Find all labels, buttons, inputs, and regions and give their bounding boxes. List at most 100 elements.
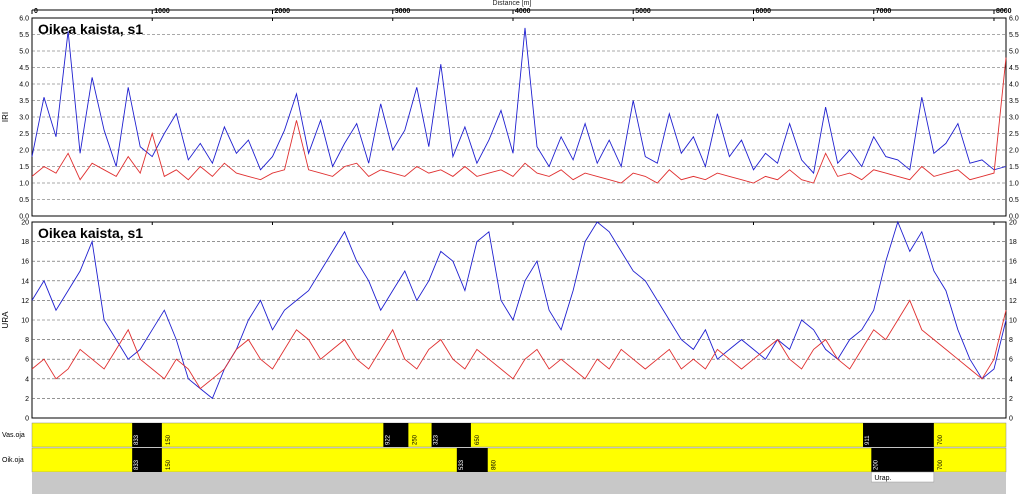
ura-series-line-1 (31, 299, 1007, 390)
iri-series-line-1 (31, 57, 1007, 184)
distance-axis: Distance [m] 0 1000 2000 3000 4000 5000 6000 700… (31, 0, 1012, 15)
ura-y-tick-label-right: 4 (1009, 376, 1013, 383)
ura-y-axis-label: URA (1, 311, 10, 329)
iri-y-tick-label: 3.5 (19, 98, 29, 105)
iri-y-tick-label: 2.5 (19, 131, 29, 138)
segment-start-label: 833 (134, 434, 140, 445)
ura-y-tick-label: 18 (21, 239, 29, 246)
ura-y-tick-label: 20 (21, 220, 29, 227)
ura-series-line-0 (31, 220, 1007, 400)
iri-y-tick-label-right: 1.0 (1009, 181, 1019, 188)
ura-y-tick-label: 6 (25, 357, 29, 364)
ura-y-tick-label: 16 (21, 259, 29, 266)
band-1-segment (132, 448, 162, 472)
segment-end-label: 650 (475, 434, 481, 445)
ura-y-tick-label: 14 (21, 278, 29, 285)
urap-label: Urap. (874, 475, 891, 482)
iri-y-tick-label: 1.0 (19, 181, 29, 188)
ura-y-tick-label: 10 (21, 318, 29, 325)
segment-start-label: 833 (134, 459, 140, 470)
distance-tick-label: 5000 (635, 8, 651, 15)
iri-y-tick-label: 2.0 (19, 148, 29, 155)
segment-start-label: 200 (873, 459, 879, 470)
segment-start-label: 911 (865, 435, 871, 445)
ura-y-tick-label: 12 (21, 298, 29, 305)
segment-start-label: 922 (385, 434, 391, 445)
segment-end-label: 700 (938, 459, 944, 470)
segment-start-label: 533 (459, 459, 465, 470)
ura-y-tick-label-right: 0 (1009, 416, 1013, 423)
iri-y-tick-label-right: 0.5 (1009, 197, 1019, 204)
iri-y-tick-label: 4.5 (19, 65, 29, 72)
distance-tick-label: 6000 (755, 8, 771, 15)
distance-tick-label: 8000 (996, 8, 1012, 15)
distance-tick-label: 7000 (876, 8, 892, 15)
iri-chart-title: Oikea kaista, s1 (38, 21, 143, 37)
iri-y-tick-label-right: 3.5 (1009, 98, 1019, 105)
iri-y-tick-label: 5.5 (19, 32, 29, 39)
iri-y-tick-label-right: 2.5 (1009, 131, 1019, 138)
iri-y-tick-label-right: 5.0 (1009, 49, 1019, 56)
gray-band-background (32, 472, 1006, 494)
ditch-bands: Vas.oja 833 150 922 250 323 650 911 700 Oik.oja 83… (2, 422, 1007, 494)
iri-y-tick-label: 3.0 (19, 115, 29, 122)
iri-y-tick-label-right: 4.5 (1009, 65, 1019, 72)
distance-tick-label: 3000 (395, 8, 411, 15)
band-0-segment (132, 423, 162, 447)
band-0-background (31, 422, 1007, 448)
band-1-segment (871, 448, 934, 472)
ura-y-tick-label-right: 2 (1009, 396, 1013, 403)
iri-y-tick-label-right: 4.0 (1009, 82, 1019, 89)
ura-y-tick-label-right: 16 (1009, 259, 1017, 266)
ura-y-tick-label-right: 10 (1009, 318, 1017, 325)
distance-tick-label: 1000 (154, 8, 170, 15)
iri-y-tick-label: 0.5 (19, 197, 29, 204)
ura-chart-title: Oikea kaista, s1 (38, 225, 143, 241)
iri-series-line-0 (31, 27, 1007, 175)
ura-y-tick-label-right: 20 (1009, 220, 1017, 227)
distance-axis-title: Distance [m] (493, 0, 532, 7)
iri-y-tick-label: 1.5 (19, 164, 29, 171)
ura-y-tick-label: 8 (25, 337, 29, 344)
segment-end-label: 700 (938, 434, 944, 445)
band-0-segment (383, 423, 409, 447)
iri-y-tick-label-right: 1.5 (1009, 164, 1019, 171)
band-0-segment (431, 423, 471, 447)
distance-tick-label: 0 (34, 8, 38, 15)
distance-tick-label: 2000 (274, 8, 290, 15)
segment-end-label: 150 (166, 434, 172, 445)
iri-y-tick-label: 5.0 (19, 49, 29, 56)
band-0-segment (863, 423, 934, 447)
ura-panel: 0 0 2 2 4 4 6 6 8 8 10 10 12 12 14 14 16 16 18 18 20 20 URA Oik… (1, 220, 1017, 423)
iri-y-tick-label-right: 5.5 (1009, 32, 1019, 39)
ura-y-tick-label-right: 12 (1009, 298, 1017, 305)
urap-box (871, 471, 935, 483)
band-1-label: Oik.oja (2, 457, 24, 464)
iri-y-tick-label: 4.0 (19, 82, 29, 89)
segment-end-label: 860 (492, 459, 498, 470)
ura-y-tick-label-right: 8 (1009, 337, 1013, 344)
band-1-background (31, 447, 1007, 473)
segment-end-label: 250 (412, 434, 418, 445)
segment-end-label: 150 (166, 459, 172, 470)
distance-tick-label: 4000 (515, 8, 531, 15)
iri-y-tick-label-right: 6.0 (1009, 16, 1019, 23)
ura-y-tick-label-right: 18 (1009, 239, 1017, 246)
iri-y-tick-label-right: 3.0 (1009, 115, 1019, 122)
band-1-segment (456, 448, 488, 472)
iri-y-tick-label-right: 0.0 (1009, 214, 1019, 221)
ura-y-tick-label-right: 6 (1009, 357, 1013, 364)
iri-y-tick-label-right: 2.0 (1009, 148, 1019, 155)
iri-y-tick-label: 0.0 (19, 214, 29, 221)
iri-y-axis-label: IRI (1, 112, 10, 122)
iri-y-tick-label: 6.0 (19, 16, 29, 23)
ura-y-tick-label: 4 (25, 376, 29, 383)
iri-panel: 0.0 0.0 0.5 0.5 1.0 1.0 1.5 1.5 2.0 2.0 2.5 2.5 3.0 3… (1, 16, 1019, 221)
ura-y-tick-label-right: 14 (1009, 278, 1017, 285)
segment-start-label: 323 (434, 434, 440, 445)
ura-y-tick-label: 0 (25, 416, 29, 423)
ura-y-tick-label: 2 (25, 396, 29, 403)
band-0-label: Vas.oja (2, 432, 25, 439)
